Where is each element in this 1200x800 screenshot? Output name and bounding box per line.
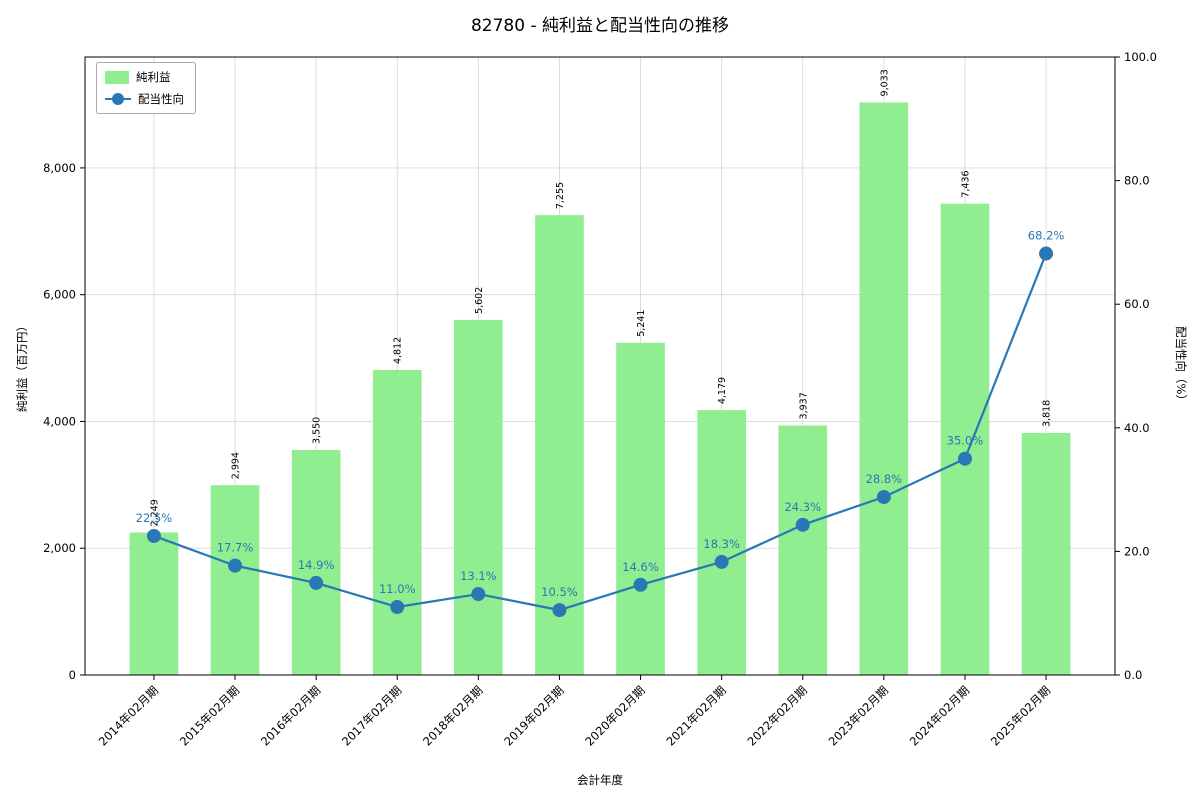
bar-value-label: 3,550 [312, 417, 323, 444]
x-tick-label: 2025年02月期 [988, 683, 1053, 748]
bar-value-label: 9,033 [879, 69, 890, 96]
x-tick-label: 2015年02月期 [177, 683, 242, 748]
payout-value-label: 17.7% [217, 541, 254, 555]
bar-net-profit [859, 102, 909, 675]
bar-value-label: 7,436 [960, 170, 971, 197]
payout-ratio-marker [228, 558, 243, 573]
left-tick-label: 0 [69, 668, 76, 682]
bar-net-profit [291, 449, 341, 675]
payout-value-label: 22.5% [136, 511, 173, 525]
line-sample-marker [112, 93, 124, 105]
right-axis-title: 配当性向（%） [1174, 326, 1188, 406]
bar-value-label: 3,818 [1042, 400, 1053, 427]
payout-ratio-marker [957, 451, 972, 466]
legend-item-net-profit: 純利益 [105, 69, 184, 85]
bar-value-label: 7,255 [555, 182, 566, 209]
legend-item-payout-ratio: 配当性向 [105, 91, 184, 107]
bar-value-label: 4,812 [393, 337, 404, 364]
bar-net-profit [129, 532, 179, 675]
legend-label-net-profit: 純利益 [136, 70, 171, 84]
left-tick-label: 4,000 [43, 414, 76, 428]
bar-net-profit [372, 369, 422, 675]
bar-net-profit [1021, 432, 1071, 675]
payout-ratio-marker [633, 577, 648, 592]
payout-value-label: 14.9% [298, 558, 335, 572]
right-tick-label: 60.0 [1124, 297, 1150, 311]
payout-ratio-marker [714, 554, 729, 569]
chart-title: 82780 - 純利益と配当性向の推移 [470, 16, 730, 36]
left-axis-title: 純利益（百万円） [15, 320, 29, 412]
bar-net-profit [535, 215, 584, 675]
bar-net-profit [616, 342, 665, 675]
payout-value-label: 24.3% [784, 500, 821, 514]
payout-ratio-marker [1039, 246, 1054, 261]
x-axis-title: 会計年度 [577, 773, 623, 787]
bar-net-profit [454, 319, 503, 675]
payout-value-label: 68.2% [1028, 229, 1065, 243]
payout-ratio-marker [552, 603, 567, 618]
right-tick-label: 40.0 [1124, 421, 1150, 435]
payout-ratio-marker [146, 528, 161, 543]
line-series-swatch [105, 93, 131, 106]
bar-value-label: 4,179 [717, 377, 728, 404]
bar-value-label: 2,249 [149, 499, 160, 526]
x-tick-label: 2017年02月期 [339, 683, 404, 748]
right-tick-label: 100.0 [1124, 50, 1157, 64]
payout-ratio-marker [876, 490, 891, 505]
payout-ratio-marker [471, 587, 486, 602]
x-tick-label: 2024年02月期 [907, 683, 972, 748]
x-tick-label: 2022年02月期 [745, 683, 810, 748]
bar-value-label: 5,241 [636, 310, 647, 337]
x-tick-label: 2020年02月期 [582, 683, 647, 748]
right-tick-label: 80.0 [1124, 174, 1150, 188]
x-tick-label: 2021年02月期 [663, 683, 728, 748]
x-tick-label: 2016年02月期 [258, 683, 323, 748]
payout-value-label: 10.5% [541, 585, 578, 599]
legend: 純利益 配当性向 [96, 62, 196, 114]
left-tick-label: 8,000 [43, 161, 76, 175]
bar-value-label: 5,602 [474, 287, 485, 314]
bar-net-profit [778, 425, 828, 675]
bar-value-label: 3,937 [798, 392, 809, 419]
bar-net-profit [940, 203, 990, 675]
payout-value-label: 18.3% [703, 537, 740, 551]
x-tick-label: 2019年02月期 [501, 683, 566, 748]
payout-value-label: 14.6% [622, 560, 659, 574]
x-tick-label: 2014年02月期 [96, 683, 161, 748]
plot-border [84, 56, 1116, 676]
x-tick-label: 2023年02月期 [826, 683, 891, 748]
right-tick-label: 0.0 [1124, 668, 1142, 682]
x-tick-label: 2018年02月期 [420, 683, 485, 748]
payout-value-label: 28.8% [866, 472, 903, 486]
bar-value-label: 2,994 [231, 452, 242, 479]
bar-net-profit [210, 485, 260, 675]
payout-ratio-marker [390, 600, 405, 615]
payout-value-label: 13.1% [460, 569, 497, 583]
payout-ratio-marker [309, 575, 324, 590]
right-tick-label: 20.0 [1124, 544, 1150, 558]
payout-ratio-marker [795, 517, 810, 532]
payout-value-label: 35.0% [947, 434, 984, 448]
left-tick-label: 6,000 [43, 288, 76, 302]
payout-value-label: 11.0% [379, 582, 416, 596]
left-tick-label: 2,000 [43, 541, 76, 555]
legend-label-payout-ratio: 配当性向 [138, 92, 184, 106]
bar-series-swatch [105, 70, 129, 84]
payout-ratio-line [153, 253, 1048, 612]
bar-net-profit [697, 410, 746, 675]
